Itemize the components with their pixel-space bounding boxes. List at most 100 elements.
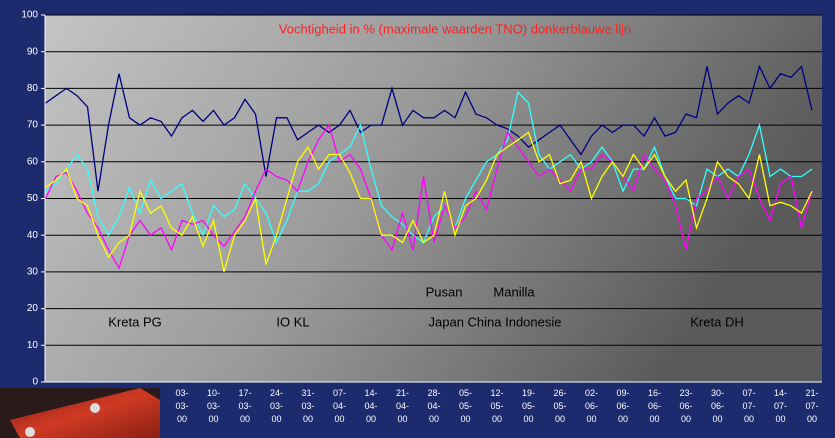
x-tick-label-line: 06- xyxy=(679,401,692,411)
x-tick-label: 10- 03- 00 xyxy=(207,388,220,424)
x-tick-label-line: 00 xyxy=(271,414,281,424)
x-tick-label-line: 00 xyxy=(177,414,187,424)
x-tick-label-line: 05- xyxy=(553,401,566,411)
x-tick-label-line: 00 xyxy=(429,414,439,424)
x-tick-label: 07- 04- 00 xyxy=(333,388,346,424)
y-tick-label: 10 xyxy=(27,340,39,351)
x-tick-label-line: 00 xyxy=(366,414,376,424)
x-tick-label-line: 00 xyxy=(555,414,565,424)
annotation: Kreta PG xyxy=(108,314,161,329)
x-tick-label-line: 05- xyxy=(459,401,472,411)
chart: Vochtigheid in % (maximale waarden TNO) … xyxy=(0,0,835,438)
x-tick-label-line: 14- xyxy=(364,388,377,398)
x-tick-label-line: 28- xyxy=(427,388,440,398)
x-tick-label-line: 23- xyxy=(679,388,692,398)
x-tick-label-line: 26- xyxy=(553,388,566,398)
x-tick-label-line: 21- xyxy=(805,388,818,398)
chart-title: Vochtigheid in % (maximale waarden TNO) … xyxy=(279,21,631,36)
x-tick-label-line: 09- xyxy=(616,388,629,398)
y-tick-label: 30 xyxy=(27,267,39,278)
x-tick-label-line: 06- xyxy=(616,401,629,411)
x-tick-label: 30- 06- 00 xyxy=(711,388,724,424)
y-tick-label: 90 xyxy=(27,46,39,57)
x-tick-label-line: 14- xyxy=(774,388,787,398)
x-tick-label-line: 07- xyxy=(742,401,755,411)
x-tick-label-line: 00 xyxy=(712,414,722,424)
x-tick-label-line: 00 xyxy=(523,414,533,424)
annotation: IO KL xyxy=(276,314,309,329)
x-tick-label-line: 19- xyxy=(522,388,535,398)
x-tick-label-line: 05- xyxy=(490,401,503,411)
x-tick-label-line: 05- xyxy=(522,401,535,411)
x-tick-label-line: 07- xyxy=(774,401,787,411)
x-tick-label-line: 00 xyxy=(303,414,313,424)
x-tick-label-line: 03- xyxy=(175,401,188,411)
x-tick-label-line: 03- xyxy=(207,401,220,411)
x-tick-label-line: 24- xyxy=(270,388,283,398)
x-tick-label: 21- 04- 00 xyxy=(396,388,409,424)
x-tick-label-line: 04- xyxy=(364,401,377,411)
x-tick-label-line: 00 xyxy=(775,414,785,424)
x-tick-label: 16- 06- 00 xyxy=(648,388,661,424)
x-tick-label-line: 04- xyxy=(333,401,346,411)
x-tick-label: 24- 03- 00 xyxy=(270,388,283,424)
x-tick-label: 14- 04- 00 xyxy=(364,388,377,424)
x-tick-label-line: 17- xyxy=(238,388,251,398)
x-tick-label-line: 00 xyxy=(681,414,691,424)
x-tick-label-line: 00 xyxy=(208,414,218,424)
x-tick-label: 12- 05- 00 xyxy=(490,388,503,424)
x-tick-label-line: 00 xyxy=(240,414,250,424)
y-tick-label: 50 xyxy=(27,193,39,204)
x-tick-label: 02- 06- 00 xyxy=(585,388,598,424)
x-tick-label-line: 16- xyxy=(648,388,661,398)
x-tick-label-line: 03- xyxy=(238,401,251,411)
x-tick-label-line: 00 xyxy=(618,414,628,424)
x-tick-label-line: 10- xyxy=(207,388,220,398)
x-tick-label-line: 30- xyxy=(711,388,724,398)
x-tick-label-line: 00 xyxy=(334,414,344,424)
x-tick-label-line: 00 xyxy=(807,414,817,424)
annotation: Pusan xyxy=(426,284,463,299)
x-tick-label-line: 02- xyxy=(585,388,598,398)
x-tick-label-line: 04- xyxy=(396,401,409,411)
x-tick-label-line: 00 xyxy=(460,414,470,424)
x-tick-label: 21- 07- 00 xyxy=(805,388,818,424)
x-tick-label-line: 00 xyxy=(397,414,407,424)
y-tick-label: 20 xyxy=(27,303,39,314)
y-tick-label: 60 xyxy=(27,156,39,167)
y-tick-label: 0 xyxy=(32,377,38,388)
x-tick-label-line: 03- xyxy=(301,401,314,411)
annotation: Manilla xyxy=(493,284,535,299)
x-tick-label: 28- 04- 00 xyxy=(427,388,440,424)
y-tick-label: 40 xyxy=(27,230,39,241)
x-tick-label-line: 04- xyxy=(427,401,440,411)
x-tick-label-line: 05- xyxy=(459,388,472,398)
y-tick-label: 80 xyxy=(27,83,39,94)
x-tick-label-line: 07- xyxy=(805,401,818,411)
x-tick-label-line: 00 xyxy=(744,414,754,424)
x-tick-label-line: 07- xyxy=(742,388,755,398)
x-tick-label: 19- 05- 00 xyxy=(522,388,535,424)
x-tick-label-line: 06- xyxy=(585,401,598,411)
device-photo xyxy=(0,388,160,438)
x-tick-label-line: 00 xyxy=(586,414,596,424)
x-tick-label: 03- 03- 00 xyxy=(175,388,188,424)
x-tick-label-line: 07- xyxy=(333,388,346,398)
x-tick-label-line: 03- xyxy=(175,388,188,398)
x-tick-label: 31- 03- 00 xyxy=(301,388,314,424)
x-tick-label-line: 12- xyxy=(490,388,503,398)
y-tick-label: 70 xyxy=(27,120,39,131)
x-tick-label: 09- 06- 00 xyxy=(616,388,629,424)
x-tick-label: 07- 07- 00 xyxy=(742,388,755,424)
x-tick-label-line: 00 xyxy=(649,414,659,424)
annotation: Kreta DH xyxy=(690,314,743,329)
x-tick-label: 26- 05- 00 xyxy=(553,388,566,424)
x-tick-label-line: 06- xyxy=(711,401,724,411)
x-tick-label-line: 06- xyxy=(648,401,661,411)
x-tick-label-line: 03- xyxy=(270,401,283,411)
x-tick-label: 17- 03- 00 xyxy=(238,388,251,424)
annotation: Japan China Indonesie xyxy=(429,314,562,329)
x-tick-label-line: 31- xyxy=(301,388,314,398)
x-tick-label-line: 21- xyxy=(396,388,409,398)
x-tick-label-line: 00 xyxy=(492,414,502,424)
